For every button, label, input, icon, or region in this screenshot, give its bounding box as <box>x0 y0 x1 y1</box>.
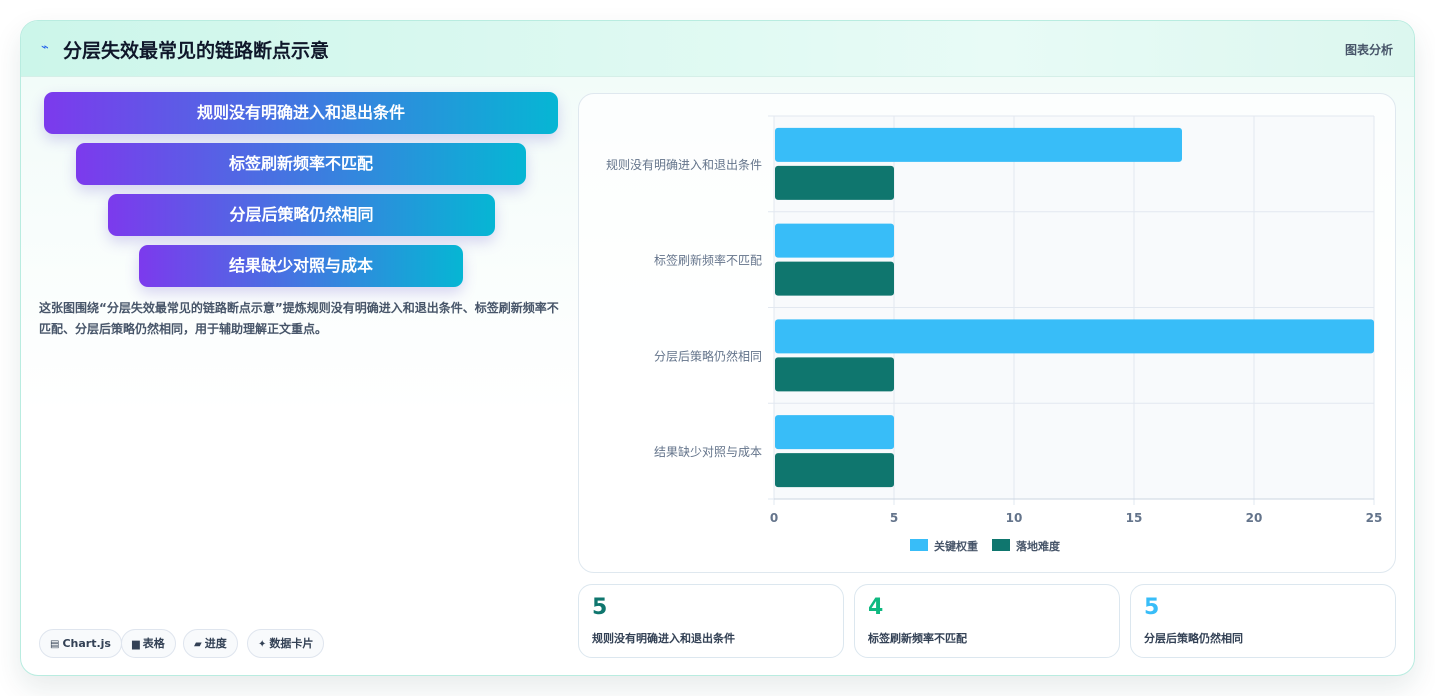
bar <box>775 223 894 258</box>
card-title: 分层失效最常见的链路断点示意 <box>63 40 330 62</box>
x-tick-label: 10 <box>1006 511 1023 525</box>
y-tick-label: 分层后策略仍然相同 <box>654 348 762 363</box>
chart-analysis-tag: 图表分析 <box>1344 43 1393 57</box>
stat-card-1: 5 规则没有明确进入和退出条件 <box>578 584 844 658</box>
x-tick-label: 25 <box>1366 511 1383 525</box>
bar <box>775 453 894 488</box>
stat-value: 4 <box>868 595 884 620</box>
x-tick-label: 0 <box>770 511 778 525</box>
stat-label: 分层后策略仍然相同 <box>1144 632 1243 645</box>
card-header: ⌁ 分层失效最常见的链路断点示意 图表分析 <box>21 21 1414 77</box>
bar <box>775 261 894 296</box>
legend-swatch <box>992 539 1010 551</box>
stat-value: 5 <box>1144 595 1160 620</box>
legend-swatch <box>910 539 928 551</box>
pill-label: 进度 <box>204 637 227 650</box>
x-tick-label: 20 <box>1246 511 1263 525</box>
bar <box>775 357 894 392</box>
pill-chartjs[interactable]: ▤ Chart.js <box>39 629 122 658</box>
pill-table[interactable]: ▆ 表格 <box>121 629 176 658</box>
sparkle-icon: ✦ <box>258 639 267 650</box>
stat-label: 规则没有明确进入和退出条件 <box>592 632 735 645</box>
stat-card-3: 5 分层后策略仍然相同 <box>1130 584 1396 658</box>
pill-data-cards[interactable]: ✦ 数据卡片 <box>247 629 325 658</box>
pill-label: 数据卡片 <box>269 637 314 650</box>
stat-value: 5 <box>592 595 608 620</box>
bar <box>775 415 894 450</box>
bar <box>775 319 1374 354</box>
legend-label: 落地难度 <box>1016 539 1061 553</box>
pill-label: 表格 <box>142 637 165 650</box>
pill-label: Chart.js <box>62 637 111 650</box>
funnel-step-4: 结果缺少对照与成本 <box>139 245 463 287</box>
funnel-step-3: 分层后策略仍然相同 <box>108 194 495 236</box>
funnel-step-1: 规则没有明确进入和退出条件 <box>44 92 558 134</box>
chart-card: ⌁ 分层失效最常见的链路断点示意 图表分析 规则没有明确进入和退出条件 标签刷新… <box>20 20 1415 676</box>
y-tick-label: 规则没有明确进入和退出条件 <box>606 157 762 172</box>
table-icon: ▆ <box>132 639 140 650</box>
stat-label: 标签刷新频率不匹配 <box>868 632 967 645</box>
chart-panel: 规则没有明确进入和退出条件标签刷新频率不匹配 分层后策略仍然相同 结果缺少对照与成本… <box>578 93 1396 573</box>
chart-description: 这张图围绕“分层失效最常见的链路断点示意”提炼规则没有明确进入和退出条件、标签刷… <box>39 301 559 336</box>
y-tick-label: 标签刷新频率不匹配 <box>654 253 762 268</box>
legend-label: 关键权重 <box>934 539 978 553</box>
lightning-icon: ⌁ <box>41 40 49 55</box>
stat-card-2: 4 标签刷新频率不匹配 <box>854 584 1120 658</box>
funnel-step-2: 标签刷新频率不匹配 <box>76 143 526 185</box>
pill-progress[interactable]: ▰ 进度 <box>183 629 238 658</box>
bar <box>775 165 894 200</box>
x-tick-label: 5 <box>890 511 898 525</box>
y-tick-label: 结果缺少对照与成本 <box>654 444 762 459</box>
x-tick-label: 15 <box>1126 511 1143 525</box>
bar <box>775 127 1182 162</box>
chart-icon: ▤ <box>50 639 60 650</box>
progress-icon: ▰ <box>194 639 202 650</box>
bar-chart: 规则没有明确进入和退出条件标签刷新频率不匹配分层后策略仍然相同结果缺少对照与成本… <box>606 115 1383 553</box>
